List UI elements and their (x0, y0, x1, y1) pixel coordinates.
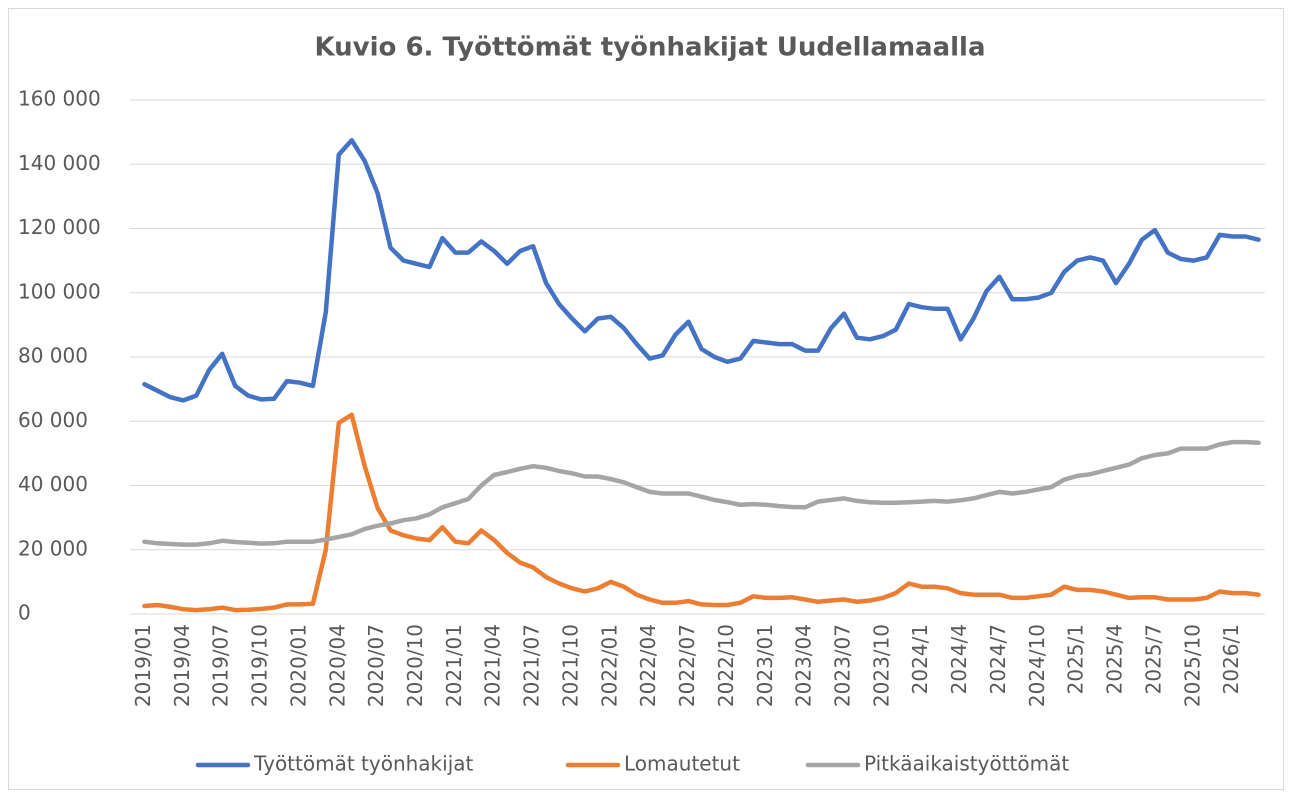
legend-label: Pitkäaikaistyöttömät (864, 752, 1069, 776)
y-tick-label: 80 000 (18, 344, 88, 368)
x-tick-label: 2021/04 (481, 624, 505, 707)
x-tick-label: 2024/7 (986, 624, 1010, 694)
y-tick-label: 20 000 (18, 536, 88, 560)
x-tick-label: 2023/10 (869, 624, 893, 707)
chart-title: Kuvio 6. Työttömät työnhakijat Uudellama… (314, 33, 985, 63)
x-tick-label: 2025/10 (1180, 624, 1204, 707)
y-tick-label: 120 000 (18, 215, 101, 239)
x-tick-label: 2019/10 (248, 624, 272, 707)
y-tick-label: 40 000 (18, 472, 88, 496)
x-tick-label: 2022/07 (675, 624, 699, 707)
x-tick-label: 2022/01 (597, 624, 621, 707)
x-tick-label: 2025/7 (1141, 624, 1165, 694)
x-tick-label: 2023/07 (830, 624, 854, 707)
series-line (142, 412, 1261, 613)
x-tick-label: 2019/07 (209, 624, 233, 707)
x-tick-label: 2022/10 (714, 624, 738, 707)
x-tick-label: 2020/10 (403, 624, 427, 707)
series-line (142, 137, 1261, 403)
x-tick-label: 2021/07 (520, 624, 544, 707)
x-tick-label: 2021/10 (558, 624, 582, 707)
x-tick-label: 2020/04 (325, 624, 349, 707)
x-tick-label: 2025/4 (1103, 624, 1127, 694)
x-tick-label: 2019/01 (131, 624, 155, 707)
x-tick-label: 2021/01 (442, 624, 466, 707)
y-tick-label: 0 (18, 601, 31, 625)
x-tick-label: 2024/1 (908, 624, 932, 694)
x-tick-label: 2023/01 (753, 624, 777, 707)
x-tick-label: 2020/01 (286, 624, 310, 707)
x-tick-label: 2022/04 (636, 624, 660, 707)
chart-frame (8, 8, 1284, 790)
x-tick-label: 2024/10 (1025, 624, 1049, 707)
y-tick-label: 140 000 (18, 151, 101, 175)
legend-label: Työttömät työnhakijat (253, 752, 474, 776)
series-line (142, 439, 1261, 547)
y-tick-label: 100 000 (18, 279, 101, 303)
x-tick-label: 2019/04 (170, 624, 194, 707)
x-tick-label: 2020/07 (364, 624, 388, 707)
x-tick-label: 2025/1 (1064, 624, 1088, 694)
x-tick-label: 2024/4 (947, 624, 971, 694)
y-tick-label: 160 000 (18, 87, 101, 111)
x-tick-label: 2026/1 (1219, 624, 1243, 694)
x-tick-label: 2023/04 (792, 624, 816, 707)
legend-label: Lomautetut (624, 752, 740, 776)
y-tick-label: 60 000 (18, 408, 88, 432)
